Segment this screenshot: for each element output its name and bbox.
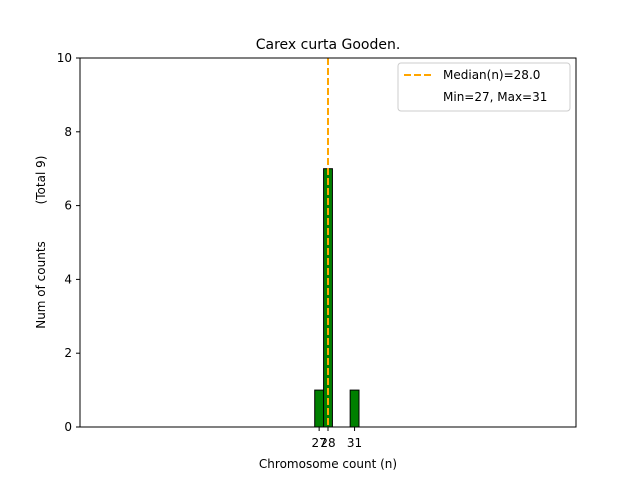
plot-frame xyxy=(79,57,577,428)
bar-27 xyxy=(314,389,325,428)
y-axis-ticks: 0 2 4 6 8 10 xyxy=(57,51,80,434)
bars xyxy=(314,168,360,428)
y-axis-total-label: (Total 9) xyxy=(34,156,48,205)
y-tick-label-6: 6 xyxy=(64,199,72,213)
legend-median-label: Median(n)=28.0 xyxy=(443,68,540,82)
x-axis-label: Chromosome count (n) xyxy=(259,457,397,471)
y-tick-label-8: 8 xyxy=(64,125,72,139)
y-tick-label-0: 0 xyxy=(64,420,72,434)
chart-title: Carex curta Gooden. xyxy=(256,37,401,53)
y-tick-label-4: 4 xyxy=(64,272,72,286)
x-tick-label-31: 31 xyxy=(347,436,362,450)
y-axis-label: Num of counts xyxy=(34,241,48,329)
legend-box xyxy=(397,62,571,112)
x-tick-label-27: 27 xyxy=(312,436,327,450)
legend-range-label: Min=27, Max=31 xyxy=(443,90,547,104)
legend: Median(n)=28.0 Min=27, Max=31 xyxy=(397,62,571,112)
x-tick-label-28: 28 xyxy=(320,436,335,450)
y-tick-label-2: 2 xyxy=(64,346,72,360)
y-tick-label-10: 10 xyxy=(57,51,72,65)
bar-31 xyxy=(349,389,360,428)
